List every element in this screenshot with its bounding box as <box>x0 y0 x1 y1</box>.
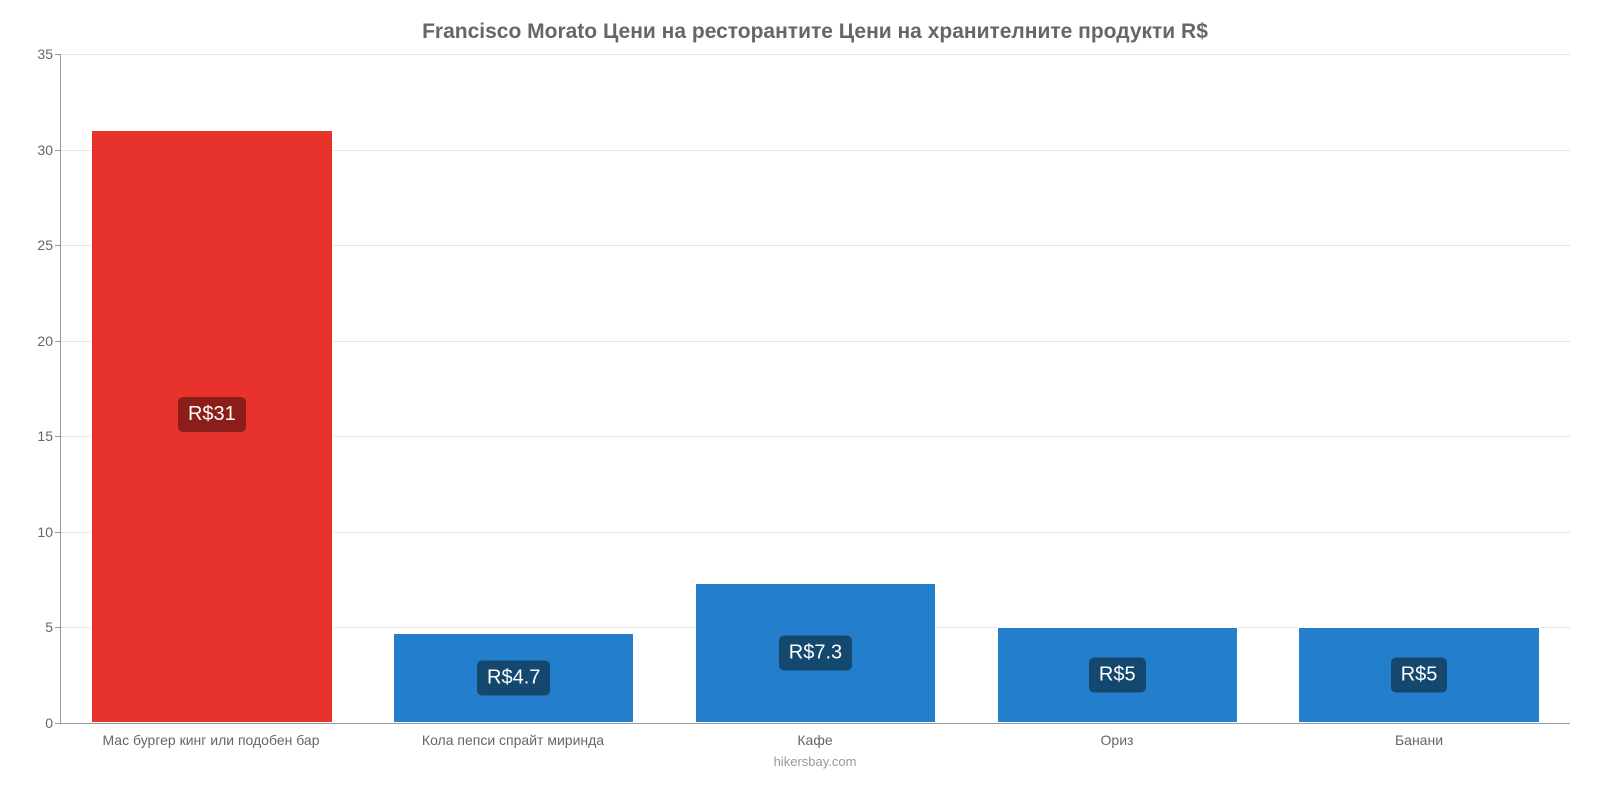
y-axis-label: 20 <box>37 333 61 349</box>
bar-slot: R$7.3 <box>665 54 967 723</box>
y-axis-label: 15 <box>37 428 61 444</box>
x-axis-label: Ориз <box>966 732 1268 748</box>
y-axis-label: 5 <box>45 619 61 635</box>
x-axis-label: Кафе <box>664 732 966 748</box>
y-axis-label: 35 <box>37 46 61 62</box>
bar: R$5 <box>1298 627 1539 723</box>
bar-slot: R$31 <box>61 54 363 723</box>
x-axis-labels: Мас бургер кинг или подобен барКола пепс… <box>60 732 1570 748</box>
chart-footer: hikersbay.com <box>60 754 1570 769</box>
value-badge: R$31 <box>178 397 246 432</box>
x-axis-label: Банани <box>1268 732 1570 748</box>
value-badge: R$4.7 <box>477 661 550 696</box>
chart-title: Francisco Morato Цени на ресторантите Це… <box>60 20 1570 44</box>
bar-slot: R$5 <box>1268 54 1570 723</box>
bar: R$7.3 <box>695 583 936 723</box>
bar: R$4.7 <box>393 633 634 723</box>
x-axis-label: Кола пепси спрайт миринда <box>362 732 664 748</box>
value-badge: R$5 <box>1089 658 1146 693</box>
bar-slot: R$5 <box>966 54 1268 723</box>
y-axis-label: 30 <box>37 142 61 158</box>
bars-group: R$31 R$4.7 R$7.3 R$5 R$5 <box>61 54 1570 723</box>
plot-area: 05101520253035 R$31R$4.7R$7.3R$5R$5 <box>60 54 1570 724</box>
chart-container: Francisco Morato Цени на ресторантите Це… <box>0 0 1600 800</box>
value-badge: R$5 <box>1391 658 1448 693</box>
bar: R$31 <box>91 130 332 723</box>
y-axis-label: 25 <box>37 237 61 253</box>
y-axis-label: 0 <box>45 715 61 731</box>
y-axis-label: 10 <box>37 524 61 540</box>
value-badge: R$7.3 <box>779 636 852 671</box>
x-axis-label: Мас бургер кинг или подобен бар <box>60 732 362 748</box>
bar-slot: R$4.7 <box>363 54 665 723</box>
bar: R$5 <box>997 627 1238 723</box>
